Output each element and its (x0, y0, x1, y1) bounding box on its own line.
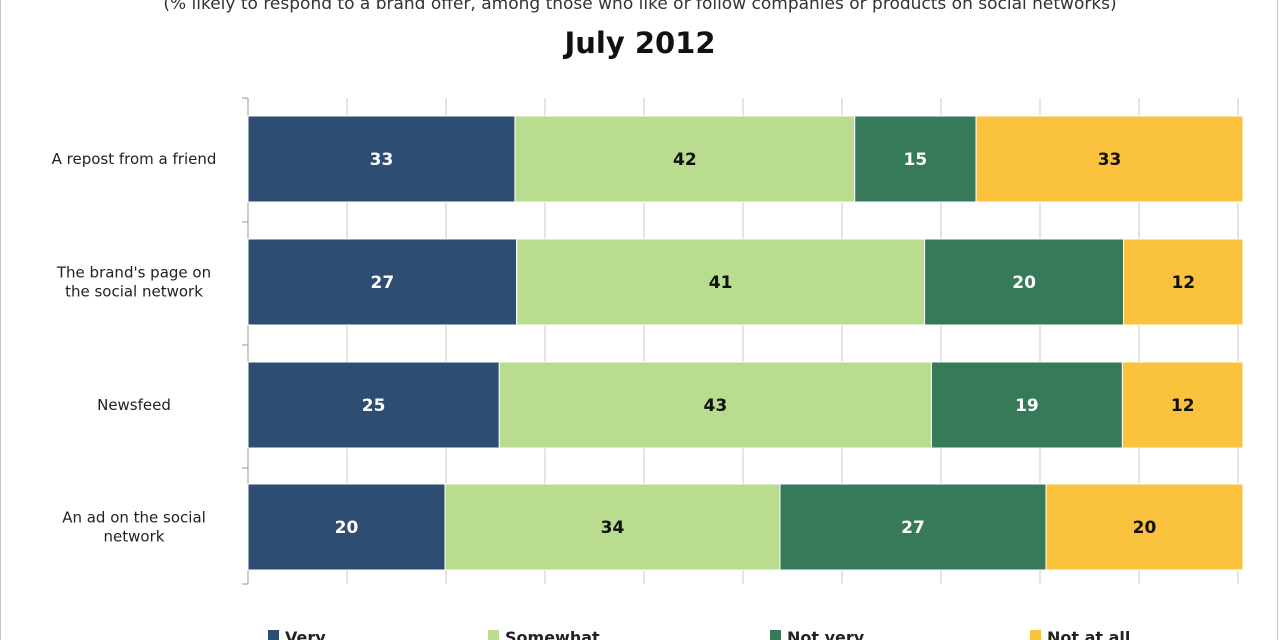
data-label: 33 (370, 150, 394, 170)
category-label: Newsfeed (97, 396, 171, 414)
data-label: 27 (370, 273, 394, 293)
chart-title: July 2012 (564, 26, 716, 60)
data-label: 15 (904, 150, 928, 170)
bar-very (247, 361, 500, 449)
data-label: 41 (709, 273, 733, 293)
legend-swatch (268, 630, 279, 640)
legend-label: Not very (787, 628, 865, 640)
data-label: 20 (1133, 518, 1157, 538)
legend-label: Somewhat (505, 628, 600, 640)
category-label: network (104, 528, 165, 546)
data-label: 20 (335, 518, 359, 538)
data-label: 12 (1171, 396, 1195, 416)
legend-swatch (488, 630, 499, 640)
category-label: An ad on the social (62, 509, 206, 527)
bar-very (247, 238, 518, 326)
bar-not-at-all (1045, 483, 1244, 571)
data-label: 12 (1171, 273, 1195, 293)
bar-somewhat (516, 238, 926, 326)
chart-subtitle: (% likely to respond to a brand offer, a… (163, 0, 1117, 14)
data-label: 43 (704, 396, 728, 416)
bar-not-at-all (1121, 361, 1244, 449)
data-label: 25 (362, 396, 386, 416)
category-label: The brand's page on (56, 264, 211, 282)
bar-not-very (779, 483, 1047, 571)
data-label: 42 (673, 150, 697, 170)
data-label: 27 (901, 518, 925, 538)
bar-somewhat (444, 483, 781, 571)
bar-somewhat (498, 361, 932, 449)
category-label: A repost from a friend (52, 150, 217, 168)
bar-not-at-all (1123, 238, 1244, 326)
bar-not-very (924, 238, 1125, 326)
data-label: 34 (601, 518, 625, 538)
category-label: the social network (65, 283, 203, 301)
bar-not-at-all (975, 115, 1244, 203)
legend-swatch (770, 630, 781, 640)
data-label: 20 (1012, 273, 1036, 293)
legend-swatch (1030, 630, 1041, 640)
bar-somewhat (514, 115, 856, 203)
legend-label: Not at all (1047, 628, 1130, 640)
data-label: 33 (1098, 150, 1122, 170)
bar-very (247, 115, 516, 203)
data-label: 19 (1015, 396, 1039, 416)
legend-label: Very (285, 628, 326, 640)
